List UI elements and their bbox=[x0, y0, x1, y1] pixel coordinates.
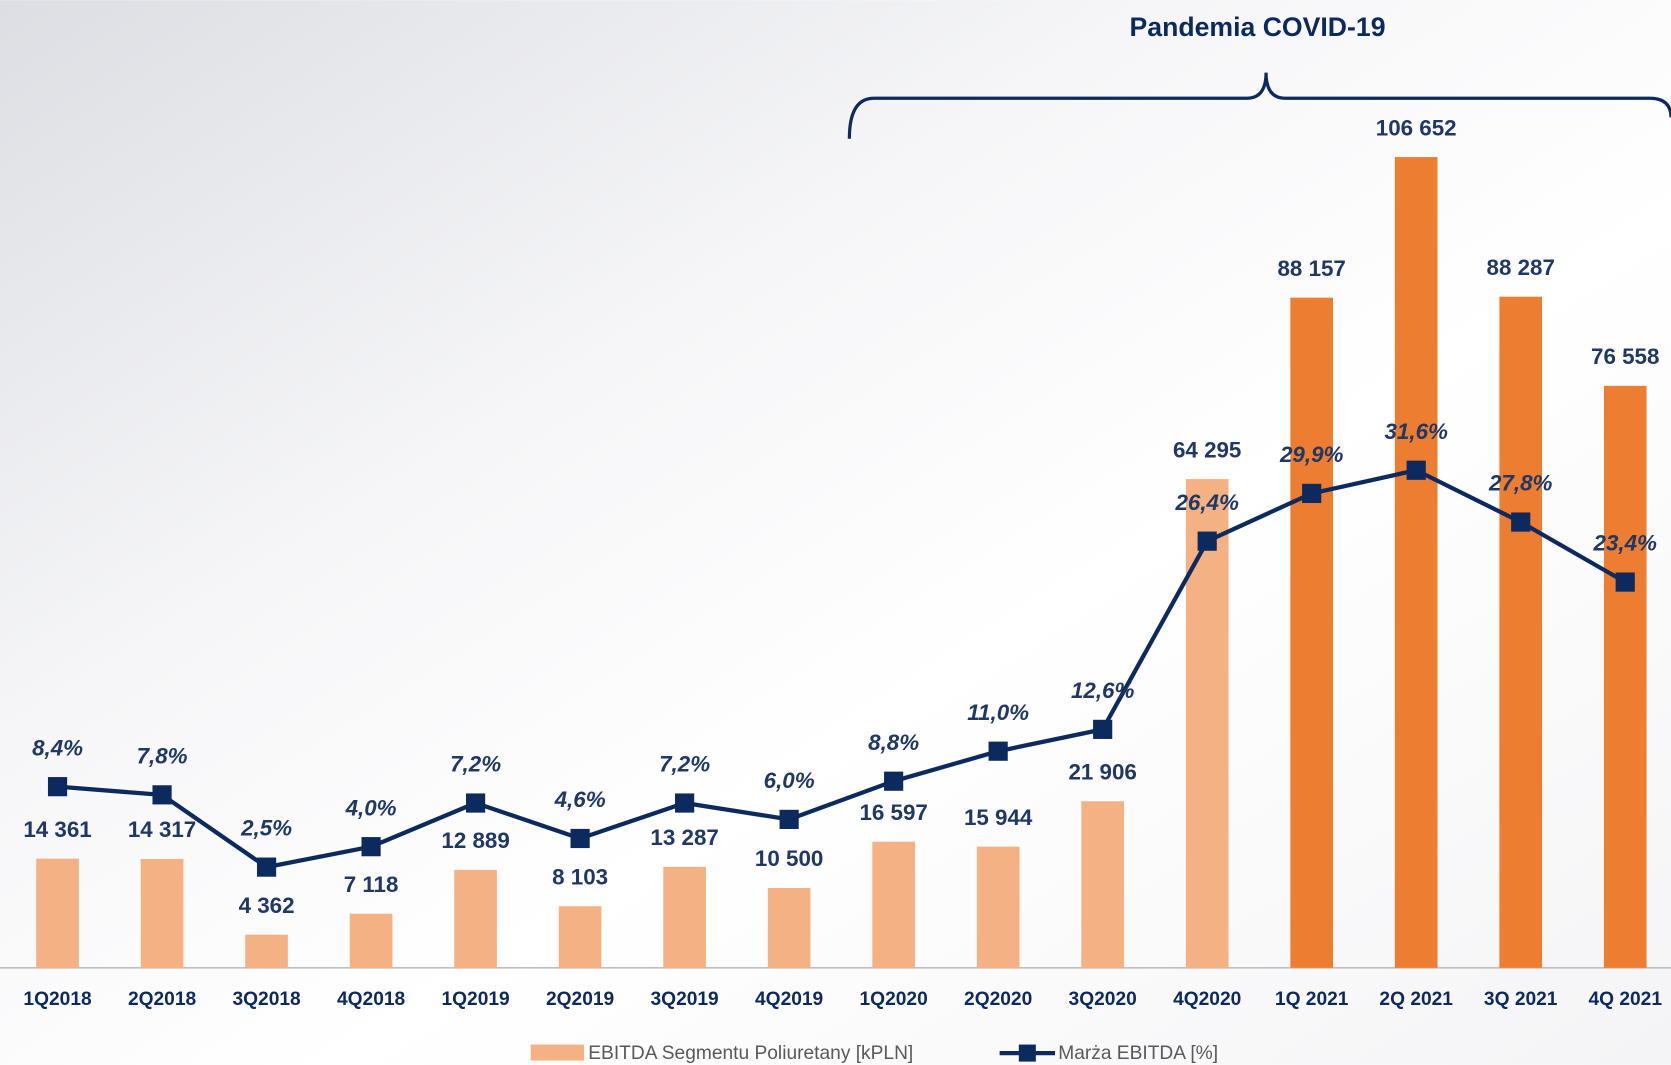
x-tick-label: 4Q2020 bbox=[1173, 989, 1241, 1010]
bar-value-label: 88 157 bbox=[1277, 256, 1345, 281]
x-tick-label: 3Q 2021 bbox=[1484, 989, 1558, 1010]
line-value-label: 7,2% bbox=[450, 752, 501, 777]
bar bbox=[1499, 296, 1543, 968]
bar-value-label: 4 362 bbox=[239, 893, 295, 918]
x-tick-label: 3Q2018 bbox=[232, 989, 301, 1010]
line-marker bbox=[1093, 719, 1113, 739]
x-tick-label: 4Q2018 bbox=[337, 989, 406, 1010]
bar bbox=[976, 846, 1020, 968]
x-tick-label: 1Q2018 bbox=[23, 989, 92, 1010]
bar-value-label: 15 944 bbox=[964, 805, 1033, 830]
bar bbox=[36, 858, 79, 968]
line-value-label: 6,0% bbox=[764, 768, 815, 793]
bar bbox=[1081, 801, 1124, 968]
x-tick-label: 1Q2019 bbox=[441, 989, 509, 1010]
bar-value-label: 14 317 bbox=[128, 817, 196, 842]
bar bbox=[1394, 157, 1438, 968]
x-tick-label: 1Q2020 bbox=[860, 989, 928, 1010]
x-tick-label: 3Q2019 bbox=[651, 989, 719, 1010]
line-marker bbox=[1302, 483, 1322, 504]
bar bbox=[454, 869, 497, 968]
line-marker bbox=[256, 857, 277, 877]
line-marker bbox=[1197, 531, 1217, 551]
line-value-label: 7,2% bbox=[659, 752, 710, 777]
bar-value-label: 8 103 bbox=[552, 864, 608, 889]
line-value-label: 2,5% bbox=[240, 816, 292, 841]
covid-bracket bbox=[847, 72, 1671, 139]
bar bbox=[140, 858, 184, 968]
x-tick-label: 1Q 2021 bbox=[1275, 989, 1349, 1010]
bar bbox=[349, 913, 393, 968]
line-marker bbox=[884, 771, 904, 791]
line-marker bbox=[47, 777, 68, 797]
line-marker bbox=[675, 793, 695, 813]
legend-label: Marża EBITDA [%] bbox=[1058, 1043, 1218, 1064]
x-tick-label: 2Q2018 bbox=[128, 989, 197, 1010]
x-tick-label: 4Q2019 bbox=[755, 989, 823, 1010]
line-marker bbox=[361, 837, 381, 857]
line-value-label: 31,6% bbox=[1385, 419, 1449, 444]
line-marker bbox=[570, 828, 590, 849]
line-value-label: 8,8% bbox=[868, 730, 919, 755]
line-value-label: 29,9% bbox=[1279, 442, 1344, 467]
line-value-label: 7,8% bbox=[137, 743, 188, 768]
x-tick-label: 2Q2019 bbox=[546, 989, 614, 1010]
legend-label: EBITDA Segmentu Poliuretany [kPLN] bbox=[588, 1043, 913, 1064]
bar bbox=[1603, 385, 1647, 968]
bar-value-label: 12 889 bbox=[441, 828, 509, 853]
line-value-label: 23,4% bbox=[1593, 531, 1658, 556]
bar-value-label: 14 361 bbox=[23, 817, 91, 842]
bar bbox=[558, 906, 602, 968]
x-tick-label: 4Q 2021 bbox=[1588, 989, 1662, 1010]
line-marker bbox=[1406, 460, 1426, 480]
bar bbox=[663, 866, 706, 968]
line-marker bbox=[1615, 572, 1635, 592]
annotation: Pandemia COVID-19 bbox=[1130, 12, 1386, 42]
legend-swatch bbox=[530, 1044, 584, 1061]
bar-value-label: 13 287 bbox=[650, 825, 718, 850]
bar-value-label: 88 287 bbox=[1487, 255, 1555, 280]
x-tick-label: 3Q2020 bbox=[1069, 989, 1137, 1010]
line-marker bbox=[988, 741, 1008, 761]
legend-marker bbox=[1018, 1044, 1036, 1062]
bar-value-label: 16 597 bbox=[859, 800, 927, 825]
bar bbox=[872, 841, 915, 968]
line-marker bbox=[152, 785, 172, 805]
line-value-label: 4,6% bbox=[554, 787, 606, 812]
line-value-label: 11,0% bbox=[967, 700, 1029, 725]
line bbox=[57, 468, 1627, 870]
bar-value-label: 10 500 bbox=[755, 846, 823, 871]
bar bbox=[245, 934, 288, 968]
line-marker bbox=[466, 793, 486, 813]
bar-value-label: 106 652 bbox=[1376, 115, 1457, 140]
line-value-label: 12,6% bbox=[1071, 678, 1135, 703]
bar-value-label: 7 118 bbox=[344, 872, 399, 897]
line-value-label: 4,0% bbox=[345, 795, 397, 820]
bar-value-label: 76 558 bbox=[1591, 344, 1659, 369]
bar bbox=[1185, 479, 1229, 968]
bar-value-label: 21 906 bbox=[1068, 760, 1136, 785]
x-tick-label: 2Q2020 bbox=[964, 989, 1032, 1010]
bar bbox=[767, 888, 811, 968]
bar-value-label: 64 295 bbox=[1173, 437, 1241, 462]
line-marker bbox=[1511, 512, 1531, 532]
bar bbox=[1290, 297, 1334, 968]
x-tick-label: 2Q 2021 bbox=[1379, 989, 1453, 1010]
line-value-label: 26,4% bbox=[1174, 490, 1239, 515]
line-value-label: 27,8% bbox=[1488, 471, 1553, 496]
line-value-label: 8,4% bbox=[32, 735, 83, 760]
line-marker bbox=[779, 809, 799, 829]
